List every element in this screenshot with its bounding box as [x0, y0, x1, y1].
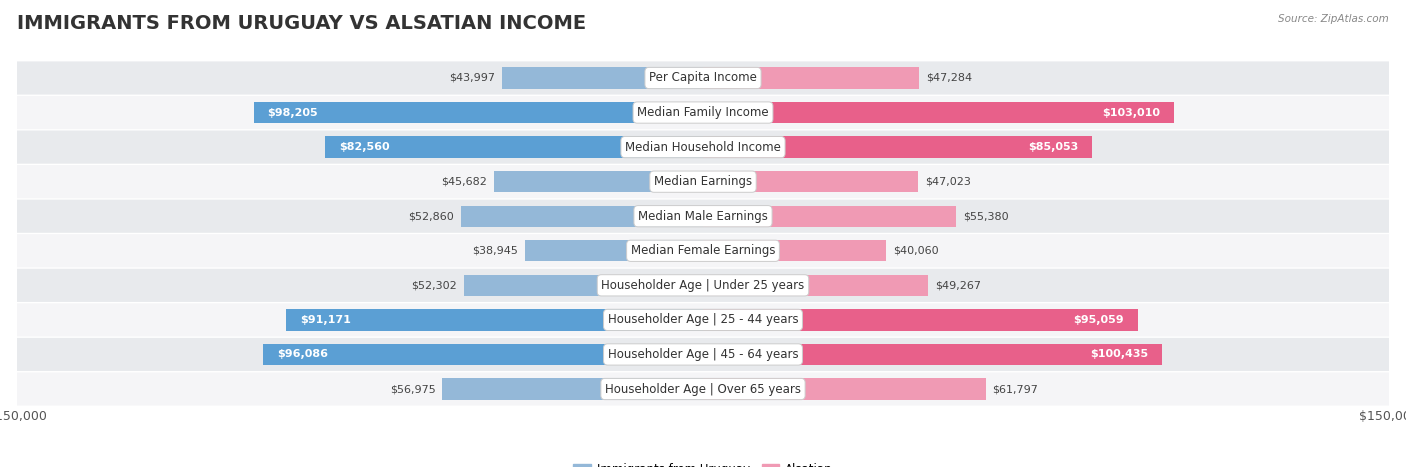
Bar	[703, 275, 928, 296]
Bar	[502, 67, 703, 89]
Text: Householder Age | 25 - 44 years: Householder Age | 25 - 44 years	[607, 313, 799, 326]
FancyBboxPatch shape	[17, 303, 1389, 337]
Legend: Immigrants from Uruguay, Alsatian: Immigrants from Uruguay, Alsatian	[574, 463, 832, 467]
Text: $85,053: $85,053	[1028, 142, 1078, 152]
Text: Householder Age | Under 25 years: Householder Age | Under 25 years	[602, 279, 804, 292]
Text: $38,945: $38,945	[472, 246, 517, 256]
Text: $82,560: $82,560	[339, 142, 389, 152]
Text: Householder Age | 45 - 64 years: Householder Age | 45 - 64 years	[607, 348, 799, 361]
Bar	[443, 378, 703, 400]
Text: $47,284: $47,284	[927, 73, 973, 83]
Text: Per Capita Income: Per Capita Income	[650, 71, 756, 85]
Bar	[703, 378, 986, 400]
FancyBboxPatch shape	[17, 338, 1389, 371]
FancyBboxPatch shape	[17, 96, 1389, 129]
Text: Median Household Income: Median Household Income	[626, 141, 780, 154]
Bar	[494, 171, 703, 192]
Bar	[524, 240, 703, 262]
FancyBboxPatch shape	[17, 130, 1389, 164]
Text: $49,267: $49,267	[935, 280, 981, 290]
Text: $96,086: $96,086	[277, 349, 328, 360]
Text: $91,171: $91,171	[299, 315, 350, 325]
Bar	[263, 344, 703, 365]
Text: $40,060: $40,060	[893, 246, 939, 256]
FancyBboxPatch shape	[17, 61, 1389, 95]
FancyBboxPatch shape	[17, 165, 1389, 198]
Bar	[254, 102, 703, 123]
Bar	[703, 240, 886, 262]
Text: $98,205: $98,205	[267, 107, 318, 118]
Text: Source: ZipAtlas.com: Source: ZipAtlas.com	[1278, 14, 1389, 24]
Bar	[703, 136, 1092, 158]
Text: $103,010: $103,010	[1102, 107, 1160, 118]
Text: $45,682: $45,682	[441, 177, 488, 187]
Text: $43,997: $43,997	[449, 73, 495, 83]
Text: $47,023: $47,023	[925, 177, 970, 187]
Bar	[461, 205, 703, 227]
FancyBboxPatch shape	[17, 234, 1389, 268]
Text: $52,302: $52,302	[411, 280, 457, 290]
Text: Median Family Income: Median Family Income	[637, 106, 769, 119]
Bar	[703, 102, 1174, 123]
Text: $52,860: $52,860	[409, 211, 454, 221]
Bar	[325, 136, 703, 158]
Text: Median Female Earnings: Median Female Earnings	[631, 244, 775, 257]
Text: $55,380: $55,380	[963, 211, 1008, 221]
Bar	[464, 275, 703, 296]
Bar	[703, 205, 956, 227]
FancyBboxPatch shape	[17, 269, 1389, 302]
Bar	[703, 171, 918, 192]
Text: Householder Age | Over 65 years: Householder Age | Over 65 years	[605, 382, 801, 396]
FancyBboxPatch shape	[17, 199, 1389, 233]
FancyBboxPatch shape	[17, 372, 1389, 406]
Text: $61,797: $61,797	[993, 384, 1039, 394]
Bar	[285, 309, 703, 331]
Text: IMMIGRANTS FROM URUGUAY VS ALSATIAN INCOME: IMMIGRANTS FROM URUGUAY VS ALSATIAN INCO…	[17, 14, 586, 33]
Text: $100,435: $100,435	[1091, 349, 1149, 360]
Text: Median Earnings: Median Earnings	[654, 175, 752, 188]
Text: $56,975: $56,975	[389, 384, 436, 394]
Text: Median Male Earnings: Median Male Earnings	[638, 210, 768, 223]
Bar	[703, 309, 1137, 331]
Bar	[703, 67, 920, 89]
Bar	[703, 344, 1163, 365]
Text: $95,059: $95,059	[1073, 315, 1123, 325]
